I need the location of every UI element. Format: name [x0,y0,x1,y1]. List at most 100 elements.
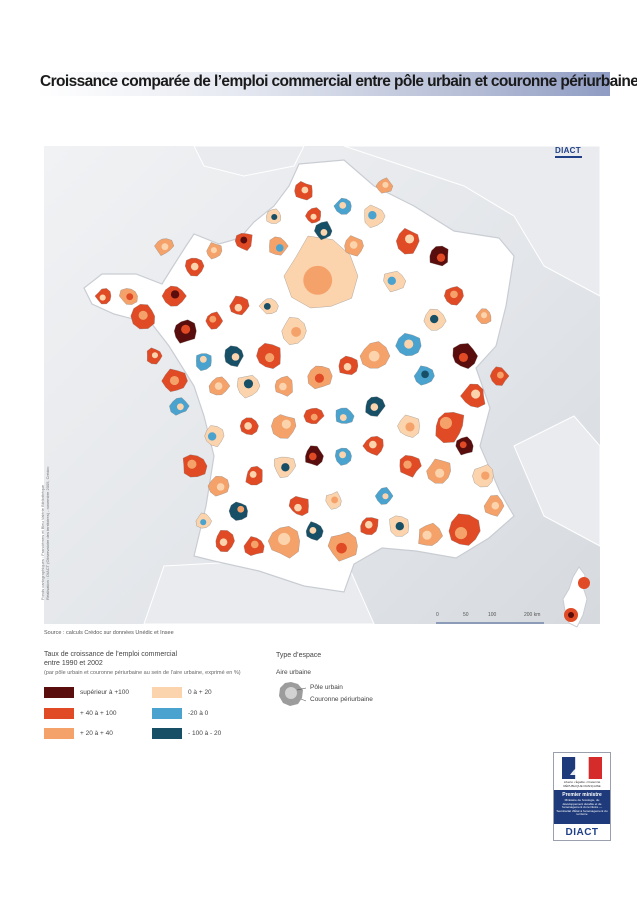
uk-land [193,146,305,177]
marianne-flag-icon [562,757,602,779]
urban-area-pole [339,451,347,459]
urban-area-pole [199,355,207,363]
legend-title-line2: entre 1990 et 2002 [44,660,103,667]
legend-label-6: - 100 à - 20 [188,730,222,737]
urban-area-pole [454,527,468,540]
urban-area-pole [481,312,488,319]
legend-swatch-2 [44,708,74,719]
urban-area-pole [459,441,467,449]
urban-area-pole [405,422,415,432]
urban-area-pole [403,460,412,469]
corsica-inset [562,566,590,628]
urban-area-pole [99,294,106,301]
urban-area-pole [421,370,429,379]
urban-area-pole [370,403,379,411]
map-credits: Fonds cartographiques : Francièmes et Bl… [40,440,50,600]
urban-area-pole [279,382,287,391]
urban-area-pole [368,211,377,220]
urban-area-pole [291,326,302,337]
diact-logo-small: DIACT [555,146,581,155]
urban-area-pole [176,403,184,411]
urban-area-pole [309,526,317,534]
urban-area-pole [422,530,432,540]
urban-area-pole [387,276,396,285]
urban-area-pole [339,414,347,421]
urban-area-pole [404,234,415,244]
corsica-area-ajaccio-pole [568,612,574,618]
urban-area-pole [471,389,481,399]
legend-title: Taux de croissance de l’emploi commercia… [44,650,254,678]
urban-area-pole [496,371,504,379]
scale-line [436,622,544,624]
scale-tick-100: 100 [488,612,497,618]
urban-area-pole [190,262,199,271]
urban-area-pole [240,236,248,244]
urban-area-pole [439,416,452,430]
legend-swatch-1 [44,687,74,698]
urban-area-pole [435,468,445,478]
italy-land [513,415,600,547]
urban-area-pole [491,501,500,510]
legend-label-1: supérieur à +100 [80,689,129,696]
urban-area-pole [364,520,373,529]
urban-area-pole [151,352,158,359]
source-note: Source : calculs Crédoc sur données Unéd… [44,630,174,636]
urban-area-pole [368,350,380,362]
urban-area-pole [207,432,217,441]
legend-swatch-5 [152,708,182,719]
legend-title-line1: Taux de croissance de l’emploi commercia… [44,651,178,658]
legend-label-3: + 20 à + 40 [80,730,113,737]
page-title: Croissance comparée de l’emploi commerci… [40,73,637,90]
urban-area-pole [458,352,469,362]
urban-area-pole [294,503,302,512]
urban-area-pole [336,542,347,554]
urban-area-pole [214,382,223,390]
urban-area-pole [237,505,245,513]
space-legend-icon [279,682,306,706]
urban-area-pole [349,241,358,249]
urban-area-pole [309,452,317,461]
urban-area-pole [382,181,389,188]
urban-area-pole [209,315,217,323]
urban-area-pole [161,243,169,251]
urban-area-pole [369,440,377,449]
urban-area-pole [234,303,243,312]
urban-area-pole [278,532,291,546]
urban-area-pole [244,422,252,430]
urban-area-pole [320,229,328,236]
gov-band: Premier ministre Ministère de l’écologie… [554,790,610,824]
urban-area-pole [281,463,290,472]
map-frame [44,146,600,624]
urban-area-pole [275,244,284,252]
space-legend-couronne: Couronne périurbaine [310,696,373,703]
urban-area-pole [481,471,490,480]
corsica-area-bastia [578,577,590,589]
urban-area-pole [249,470,257,478]
urban-area-pole [301,186,309,194]
scale-bar: 0 50 100 200 km [436,612,544,628]
urban-area-pole [343,363,352,371]
gov-motto: Liberté • Égalité • Fraternité RÉPUBLIQU… [563,780,601,788]
urban-area-pole [450,290,458,299]
urban-area-pole [169,375,180,386]
space-legend-pole: Pôle urbain [310,684,343,691]
space-legend-subtitle: Aire urbaine [276,669,312,676]
legend-label-4: 0 à + 20 [188,689,212,696]
urban-area-pole [339,201,347,209]
urban-area-pole [271,213,278,221]
government-logo: Liberté • Égalité • Fraternité RÉPUBLIQU… [553,752,611,841]
legend-label-2: + 40 à + 100 [80,710,117,717]
urban-area-pole [216,483,225,491]
scale-tick-0: 0 [436,612,439,618]
title-band [36,72,610,96]
gov-diact-logo: DIACT [565,827,599,838]
urban-area-pole [170,290,180,299]
urban-area-pole [243,379,254,389]
urban-area-pole [429,314,439,324]
legend-note: (par pôle urbain et couronne périurbaine… [44,670,241,676]
neighbor-land [343,146,600,297]
scale-tick-200: 200 km [524,612,541,618]
urban-area-pole [187,459,197,469]
space-legend-title: Type d’espace [276,652,322,659]
urban-area-pole [181,324,191,334]
